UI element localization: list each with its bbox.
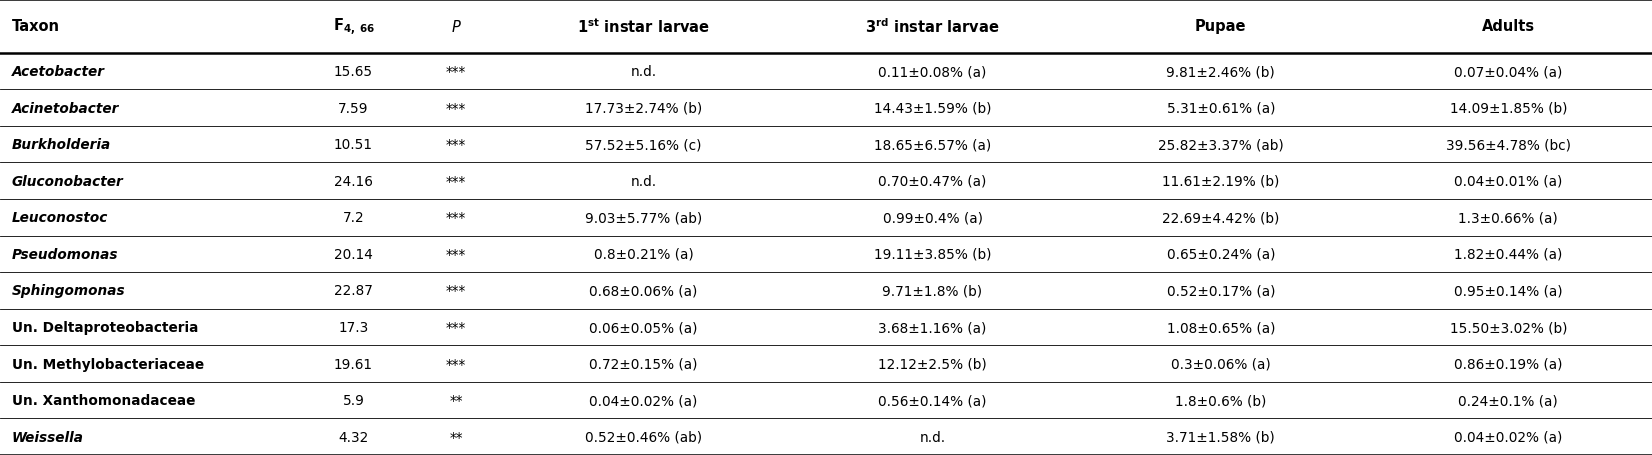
Text: Sphingomonas: Sphingomonas bbox=[12, 284, 126, 298]
Text: Un. Methylobacteriaceae: Un. Methylobacteriaceae bbox=[12, 357, 203, 371]
Text: n.d.: n.d. bbox=[920, 430, 945, 444]
Text: 0.52±0.46% (ab): 0.52±0.46% (ab) bbox=[585, 430, 702, 444]
Text: 0.95±0.14% (a): 0.95±0.14% (a) bbox=[1454, 284, 1563, 298]
Text: 17.3: 17.3 bbox=[339, 320, 368, 334]
Text: Leuconostoc: Leuconostoc bbox=[12, 211, 107, 225]
Text: 7.59: 7.59 bbox=[339, 101, 368, 116]
Text: 22.69±4.42% (b): 22.69±4.42% (b) bbox=[1161, 211, 1280, 225]
Text: 0.06±0.05% (a): 0.06±0.05% (a) bbox=[590, 320, 697, 334]
Text: 24.16: 24.16 bbox=[334, 174, 373, 188]
Text: Acinetobacter: Acinetobacter bbox=[12, 101, 119, 116]
Text: Adults: Adults bbox=[1482, 20, 1535, 34]
Text: Pseudomonas: Pseudomonas bbox=[12, 248, 117, 261]
Text: n.d.: n.d. bbox=[631, 174, 656, 188]
Text: 0.11±0.08% (a): 0.11±0.08% (a) bbox=[879, 65, 986, 79]
Text: 15.50±3.02% (b): 15.50±3.02% (b) bbox=[1449, 320, 1568, 334]
Text: $\mathregular{1^{st}}$ instar larvae: $\mathregular{1^{st}}$ instar larvae bbox=[577, 17, 710, 36]
Text: 0.86±0.19% (a): 0.86±0.19% (a) bbox=[1454, 357, 1563, 371]
Text: 0.8±0.21% (a): 0.8±0.21% (a) bbox=[593, 248, 694, 261]
Text: 19.11±3.85% (b): 19.11±3.85% (b) bbox=[874, 248, 991, 261]
Text: 0.04±0.01% (a): 0.04±0.01% (a) bbox=[1454, 174, 1563, 188]
Text: 0.72±0.15% (a): 0.72±0.15% (a) bbox=[590, 357, 697, 371]
Text: 17.73±2.74% (b): 17.73±2.74% (b) bbox=[585, 101, 702, 116]
Text: ***: *** bbox=[446, 211, 466, 225]
Text: 7.2: 7.2 bbox=[342, 211, 365, 225]
Text: ***: *** bbox=[446, 284, 466, 298]
Text: 9.71±1.8% (b): 9.71±1.8% (b) bbox=[882, 284, 983, 298]
Text: 0.56±0.14% (a): 0.56±0.14% (a) bbox=[879, 393, 986, 407]
Text: 14.09±1.85% (b): 14.09±1.85% (b) bbox=[1449, 101, 1568, 116]
Text: ***: *** bbox=[446, 357, 466, 371]
Text: 1.82±0.44% (a): 1.82±0.44% (a) bbox=[1454, 248, 1563, 261]
Text: 25.82±3.37% (ab): 25.82±3.37% (ab) bbox=[1158, 138, 1284, 152]
Text: ***: *** bbox=[446, 248, 466, 261]
Text: 22.87: 22.87 bbox=[334, 284, 373, 298]
Text: 0.04±0.02% (a): 0.04±0.02% (a) bbox=[590, 393, 697, 407]
Text: n.d.: n.d. bbox=[631, 65, 656, 79]
Text: Gluconobacter: Gluconobacter bbox=[12, 174, 124, 188]
Text: ***: *** bbox=[446, 101, 466, 116]
Text: 14.43±1.59% (b): 14.43±1.59% (b) bbox=[874, 101, 991, 116]
Text: 0.07±0.04% (a): 0.07±0.04% (a) bbox=[1454, 65, 1563, 79]
Text: 1.8±0.6% (b): 1.8±0.6% (b) bbox=[1175, 393, 1267, 407]
Text: 0.3±0.06% (a): 0.3±0.06% (a) bbox=[1171, 357, 1270, 371]
Text: Un. Deltaproteobacteria: Un. Deltaproteobacteria bbox=[12, 320, 198, 334]
Text: 11.61±2.19% (b): 11.61±2.19% (b) bbox=[1161, 174, 1280, 188]
Text: $\mathregular{3^{rd}}$ instar larvae: $\mathregular{3^{rd}}$ instar larvae bbox=[866, 17, 999, 36]
Text: ***: *** bbox=[446, 174, 466, 188]
Text: $\mathit{P}$: $\mathit{P}$ bbox=[451, 19, 461, 35]
Text: **: ** bbox=[449, 393, 463, 407]
Text: ***: *** bbox=[446, 65, 466, 79]
Text: 3.68±1.16% (a): 3.68±1.16% (a) bbox=[879, 320, 986, 334]
Text: 39.56±4.78% (bc): 39.56±4.78% (bc) bbox=[1446, 138, 1571, 152]
Text: 9.81±2.46% (b): 9.81±2.46% (b) bbox=[1166, 65, 1275, 79]
Text: Weissella: Weissella bbox=[12, 430, 84, 444]
Text: $\mathregular{F_{4,\ 66}}$: $\mathregular{F_{4,\ 66}}$ bbox=[332, 16, 375, 37]
Text: Taxon: Taxon bbox=[12, 20, 59, 34]
Text: 0.65±0.24% (a): 0.65±0.24% (a) bbox=[1166, 248, 1275, 261]
Text: ***: *** bbox=[446, 320, 466, 334]
Text: 0.24±0.1% (a): 0.24±0.1% (a) bbox=[1459, 393, 1558, 407]
Text: 10.51: 10.51 bbox=[334, 138, 373, 152]
Text: 19.61: 19.61 bbox=[334, 357, 373, 371]
Text: 0.52±0.17% (a): 0.52±0.17% (a) bbox=[1166, 284, 1275, 298]
Text: 0.04±0.02% (a): 0.04±0.02% (a) bbox=[1454, 430, 1563, 444]
Text: ***: *** bbox=[446, 138, 466, 152]
Text: 57.52±5.16% (c): 57.52±5.16% (c) bbox=[585, 138, 702, 152]
Text: 20.14: 20.14 bbox=[334, 248, 373, 261]
Text: 18.65±6.57% (a): 18.65±6.57% (a) bbox=[874, 138, 991, 152]
Text: 1.08±0.65% (a): 1.08±0.65% (a) bbox=[1166, 320, 1275, 334]
Text: 4.32: 4.32 bbox=[339, 430, 368, 444]
Text: 3.71±1.58% (b): 3.71±1.58% (b) bbox=[1166, 430, 1275, 444]
Text: 9.03±5.77% (ab): 9.03±5.77% (ab) bbox=[585, 211, 702, 225]
Text: Pupae: Pupae bbox=[1194, 20, 1247, 34]
Text: 5.9: 5.9 bbox=[342, 393, 365, 407]
Text: 12.12±2.5% (b): 12.12±2.5% (b) bbox=[879, 357, 986, 371]
Text: 0.99±0.4% (a): 0.99±0.4% (a) bbox=[882, 211, 983, 225]
Text: Un. Xanthomonadaceae: Un. Xanthomonadaceae bbox=[12, 393, 195, 407]
Text: 1.3±0.66% (a): 1.3±0.66% (a) bbox=[1459, 211, 1558, 225]
Text: **: ** bbox=[449, 430, 463, 444]
Text: 0.68±0.06% (a): 0.68±0.06% (a) bbox=[590, 284, 697, 298]
Text: Burkholderia: Burkholderia bbox=[12, 138, 111, 152]
Text: 15.65: 15.65 bbox=[334, 65, 373, 79]
Text: Acetobacter: Acetobacter bbox=[12, 65, 104, 79]
Text: 5.31±0.61% (a): 5.31±0.61% (a) bbox=[1166, 101, 1275, 116]
Text: 0.70±0.47% (a): 0.70±0.47% (a) bbox=[879, 174, 986, 188]
